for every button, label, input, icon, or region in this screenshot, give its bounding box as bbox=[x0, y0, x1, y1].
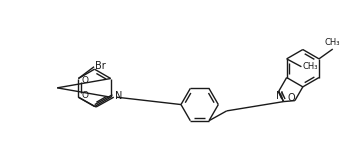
Text: CH₃: CH₃ bbox=[303, 62, 318, 71]
Text: O: O bbox=[82, 91, 88, 100]
Text: O: O bbox=[287, 93, 295, 103]
Text: CH₃: CH₃ bbox=[325, 38, 340, 47]
Text: N: N bbox=[115, 91, 122, 101]
Text: N: N bbox=[276, 91, 283, 101]
Text: O: O bbox=[82, 76, 88, 85]
Text: Br: Br bbox=[95, 61, 106, 71]
